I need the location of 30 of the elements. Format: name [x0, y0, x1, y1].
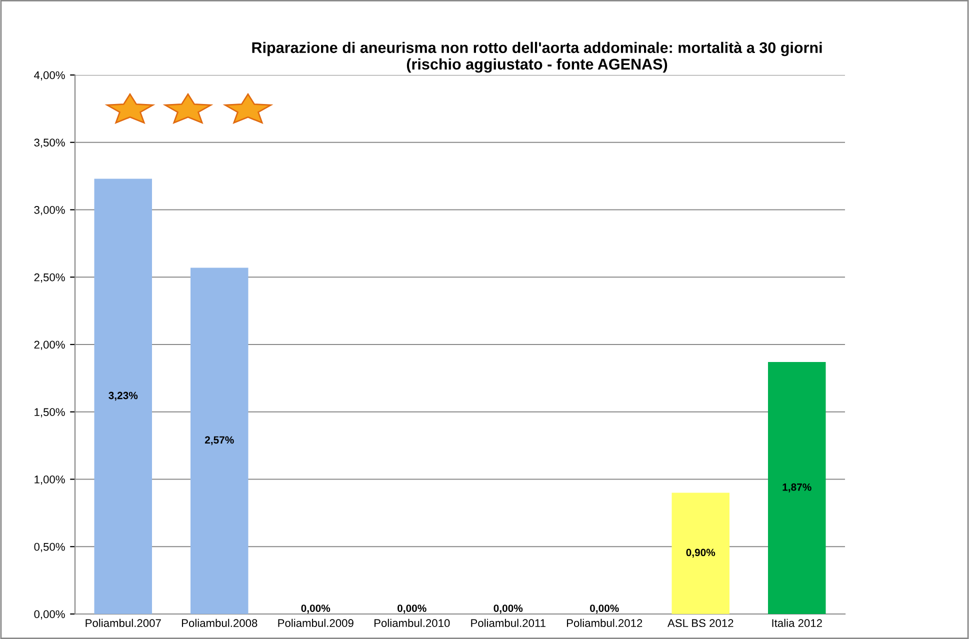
- y-tick-label: 0,00%: [34, 610, 65, 620]
- y-tick-label: 0,50%: [34, 542, 65, 552]
- y-tick-label: 1,50%: [34, 408, 65, 418]
- x-tick-label: Poliambul.2012: [566, 618, 642, 628]
- chart-title: Riparazione di aneurisma non rotto dell'aorta addominale: mortalità a 30 giorni (rischio aggiustato - fonte AGENAS): [252, 42, 822, 73]
- x-tick-label: Poliambul.2008: [182, 618, 258, 628]
- y-tick-label: 3,50%: [34, 138, 65, 148]
- x-tick-label: Poliambul.2009: [278, 618, 354, 628]
- bar: [672, 492, 730, 614]
- data-label: 2,57%: [204, 436, 234, 446]
- data-label: 0,00%: [301, 604, 330, 614]
- data-label: 0,00%: [398, 604, 426, 614]
- x-tick-label: ASL BS 2012: [668, 619, 734, 628]
- y-tick-label: 3,00%: [34, 206, 65, 216]
- x-tick-label: Poliambul.2007: [86, 618, 161, 628]
- bar: [190, 268, 248, 614]
- x-tick-label: Poliambul.2011: [471, 618, 546, 628]
- data-label: 0,00%: [494, 604, 523, 614]
- data-label: 0,90%: [686, 548, 716, 558]
- y-tick-label: 1,00%: [34, 476, 65, 485]
- y-tick-label: 2,50%: [34, 273, 65, 283]
- y-tick-label: 2,00%: [34, 340, 65, 350]
- bar: [94, 178, 152, 614]
- x-tick-label: Italia 2012: [772, 618, 822, 628]
- data-label: 1,87%: [782, 483, 812, 492]
- data-label: 3,23%: [108, 392, 138, 401]
- bar: [768, 362, 826, 614]
- x-tick-label: Poliambul.2010: [374, 618, 450, 628]
- data-label: 0,00%: [590, 604, 619, 614]
- y-tick-label: 4,00%: [34, 71, 65, 80]
